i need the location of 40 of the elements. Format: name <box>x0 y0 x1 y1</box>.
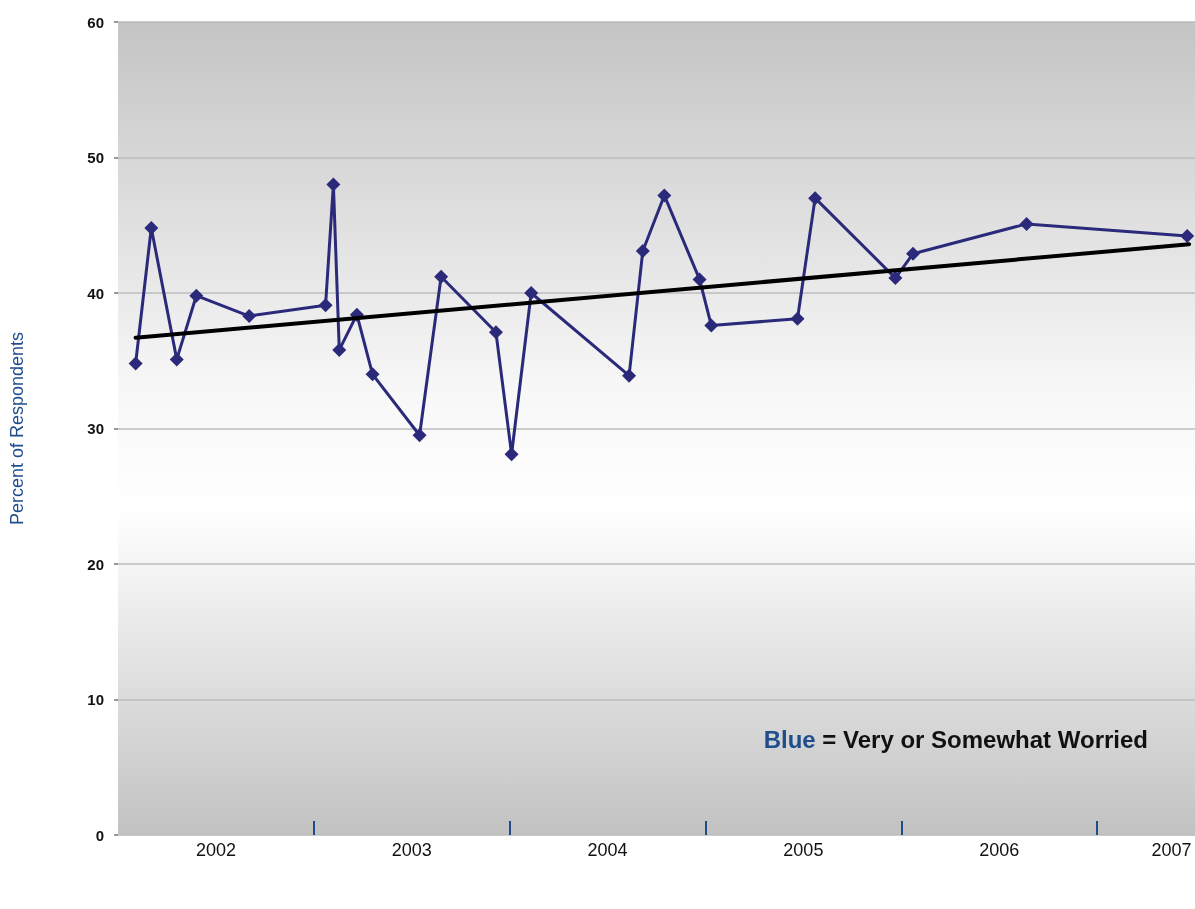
point <box>504 447 519 462</box>
y-axis-title: Percent of Respondents <box>7 331 27 526</box>
point <box>242 309 257 324</box>
x-tick-label: 2004 <box>587 840 628 860</box>
y-tick-label: 60 <box>87 13 104 31</box>
point <box>326 177 341 192</box>
y-tick-label: 30 <box>87 420 104 437</box>
y-tick-label: 40 <box>87 284 104 302</box>
point <box>1180 229 1195 244</box>
point <box>692 272 707 287</box>
x-tick-label: 2006 <box>979 840 1020 860</box>
point <box>144 220 159 235</box>
annotation: Blue = Very or Somewhat Worried <box>763 726 1148 754</box>
y-tick-label: 20 <box>87 555 104 573</box>
point <box>790 311 805 326</box>
y-tick-label: 50 <box>87 149 104 166</box>
point <box>318 298 333 313</box>
point <box>704 318 719 333</box>
point <box>906 246 921 261</box>
point <box>1019 216 1034 231</box>
x-tick-label: 2005 <box>783 840 824 860</box>
point <box>888 271 903 286</box>
point <box>128 356 143 371</box>
x-tick-label: 2002 <box>195 840 236 860</box>
point <box>189 288 204 303</box>
y-tick-label: 10 <box>87 691 104 708</box>
x-tick-label: 2003 <box>391 840 432 860</box>
point <box>434 269 449 284</box>
point <box>412 428 427 443</box>
point <box>365 367 380 382</box>
point <box>169 352 184 367</box>
point <box>657 188 672 203</box>
point <box>488 325 503 340</box>
y-tick-label: 0 <box>95 826 104 844</box>
point <box>332 342 347 357</box>
point <box>622 368 637 383</box>
x-tick-label: 2007 <box>1151 840 1192 860</box>
point <box>635 243 650 258</box>
point <box>808 191 823 206</box>
point <box>524 286 539 300</box>
